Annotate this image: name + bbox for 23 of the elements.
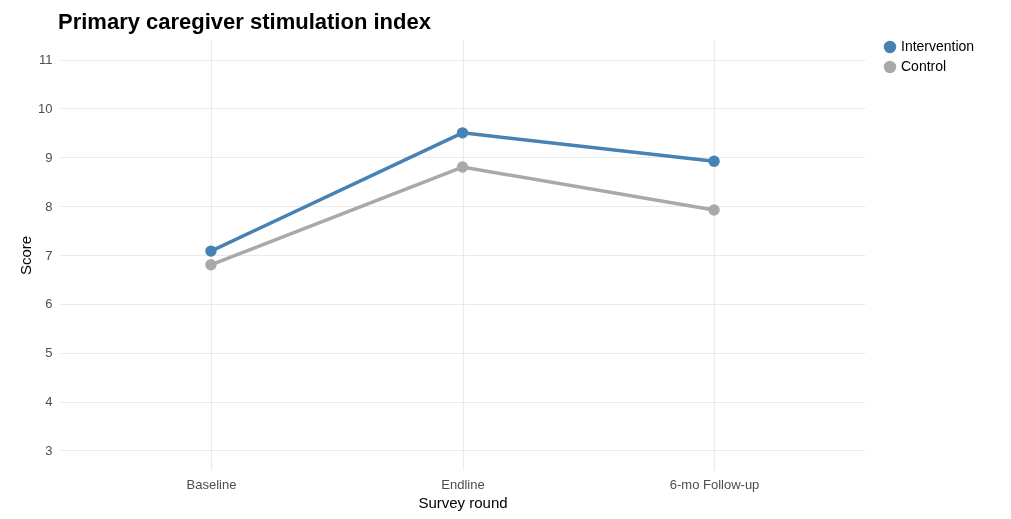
y-tick-label: 7 bbox=[45, 247, 53, 263]
point bbox=[205, 245, 217, 257]
point bbox=[456, 161, 469, 173]
y-tick-label: 10 bbox=[38, 100, 53, 116]
point bbox=[708, 155, 720, 167]
x-tick-label: 6-mo Follow-up bbox=[669, 476, 760, 492]
y-tick-label: 3 bbox=[45, 442, 53, 458]
legend-label: Control bbox=[901, 58, 947, 74]
y-tick-label: 11 bbox=[39, 52, 53, 68]
x-tick-label: Endline bbox=[441, 476, 485, 492]
y-tick-label: 5 bbox=[45, 345, 53, 361]
x-tick-label: Baseline bbox=[186, 476, 237, 492]
chart-title: Primary caregiver stimulation index bbox=[58, 9, 432, 34]
legend-label: Intervention bbox=[901, 38, 975, 54]
y-tick-label: 8 bbox=[45, 198, 53, 214]
point bbox=[456, 127, 469, 139]
y-tick-label: 4 bbox=[45, 394, 53, 410]
y-tick-label: 6 bbox=[45, 296, 53, 312]
y-axis-title: Score bbox=[17, 235, 35, 276]
point bbox=[708, 204, 720, 216]
y-tick-label: 9 bbox=[45, 149, 53, 165]
point bbox=[205, 259, 217, 271]
x-axis-title: Survey round bbox=[418, 493, 508, 511]
